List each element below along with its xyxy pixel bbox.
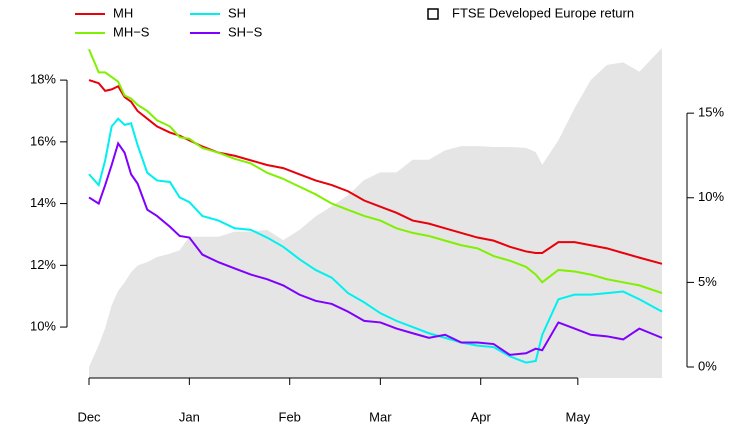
y2-tick-label: 5% xyxy=(698,274,717,289)
legend-label: SH xyxy=(228,5,246,20)
y2-tick-label: 0% xyxy=(698,358,717,373)
line xyxy=(88,141,663,356)
legend-label: MH−S xyxy=(113,24,150,39)
y-tick-label: 14% xyxy=(30,195,56,210)
legend-label: FTSE Developed Europe return xyxy=(452,5,634,20)
y-tick-label: 18% xyxy=(30,72,56,87)
line xyxy=(88,79,663,265)
x-tick-label: Dec xyxy=(77,409,101,424)
x-tick-label: Mar xyxy=(369,409,392,424)
y2-tick-label: 15% xyxy=(698,105,724,120)
line xyxy=(88,48,663,295)
y-tick-label: 10% xyxy=(30,319,56,334)
legend-swatch xyxy=(427,8,439,20)
x-tick-label: Apr xyxy=(471,409,492,424)
x-tick-label: Feb xyxy=(279,409,301,424)
x-tick-label: Jan xyxy=(179,409,200,424)
area xyxy=(89,48,662,378)
legend-label: MH xyxy=(113,5,133,20)
legend-label: SH−S xyxy=(228,24,263,39)
y2-tick-label: 10% xyxy=(698,189,724,204)
y-tick-label: 16% xyxy=(30,133,56,148)
x-tick-label: May xyxy=(566,409,591,424)
y-tick-label: 12% xyxy=(30,257,56,272)
line xyxy=(88,117,663,364)
